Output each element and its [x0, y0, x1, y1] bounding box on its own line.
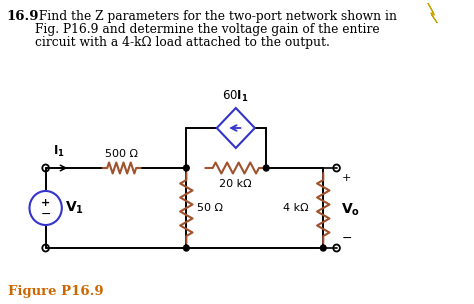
Text: 50 Ω: 50 Ω — [197, 203, 223, 213]
Text: 500 Ω: 500 Ω — [105, 149, 138, 159]
Circle shape — [320, 245, 326, 251]
Text: Find the Z parameters for the two-port network shown in: Find the Z parameters for the two-port n… — [35, 10, 397, 23]
Polygon shape — [428, 3, 438, 23]
Text: circuit with a 4-kΩ load attached to the output.: circuit with a 4-kΩ load attached to the… — [35, 36, 330, 49]
Circle shape — [264, 165, 269, 171]
Text: 20 kΩ: 20 kΩ — [219, 179, 252, 189]
Circle shape — [183, 245, 189, 251]
Text: +: + — [41, 198, 50, 208]
Text: $\mathbf{V_1}$: $\mathbf{V_1}$ — [64, 200, 83, 216]
Text: Fig. P16.9 and determine the voltage gain of the entire: Fig. P16.9 and determine the voltage gai… — [35, 23, 380, 36]
Circle shape — [183, 165, 189, 171]
Text: $\mathbf{I_1}$: $\mathbf{I_1}$ — [53, 144, 65, 159]
Text: −: − — [40, 208, 51, 220]
Text: Figure P16.9: Figure P16.9 — [8, 285, 103, 298]
Text: 4 kΩ: 4 kΩ — [283, 203, 309, 213]
Text: −: − — [341, 232, 352, 244]
Polygon shape — [217, 108, 255, 148]
Text: 60$\mathbf{I_1}$: 60$\mathbf{I_1}$ — [222, 89, 249, 104]
Text: $\mathbf{V_o}$: $\mathbf{V_o}$ — [341, 202, 360, 218]
Text: 16.9: 16.9 — [7, 10, 39, 23]
Text: +: + — [341, 173, 351, 183]
